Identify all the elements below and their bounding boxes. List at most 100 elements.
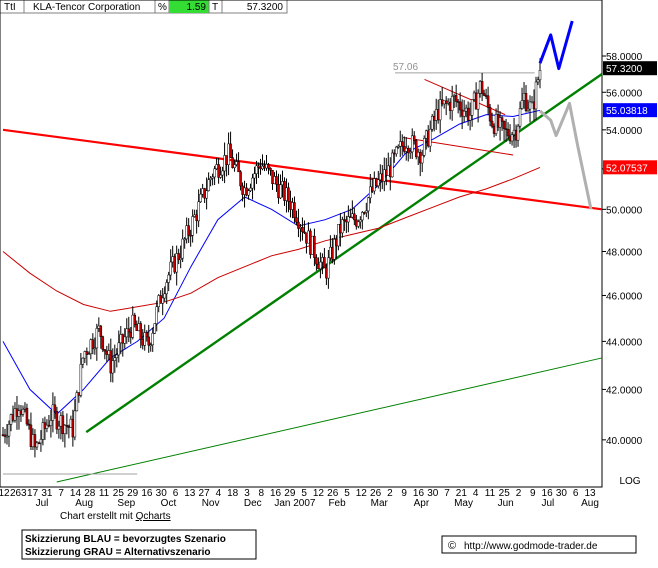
price-bar-body — [33, 434, 37, 448]
price-bar-body — [395, 146, 398, 155]
x-tick-label: 31 — [41, 488, 53, 499]
x-tick-label: 12 — [356, 488, 368, 499]
price-bar-body — [63, 424, 67, 435]
price-bar-body — [434, 109, 438, 121]
price-bar-body — [131, 314, 135, 338]
long-trend-line — [56, 357, 603, 483]
price-bar-body — [532, 101, 536, 110]
price-bar-body — [97, 325, 101, 329]
price-bar-body — [21, 409, 25, 415]
price-bar-body — [422, 138, 426, 156]
price-bar-body — [255, 165, 258, 175]
price-bar-body — [41, 422, 45, 440]
price-bar-body — [444, 100, 448, 104]
price-bar-body — [408, 151, 412, 154]
price-bar-body — [530, 101, 534, 104]
price-bar-body — [259, 166, 262, 170]
price-bar-body — [201, 188, 204, 195]
x-month-label: Dec — [244, 498, 262, 509]
x-month-label: Jun — [498, 498, 514, 509]
price-bar-body — [61, 415, 65, 435]
price-bar-body — [448, 101, 452, 111]
current-price-label: 57.3200 — [606, 64, 643, 75]
price-bar-body — [179, 257, 182, 260]
x-tick-label: 14 — [70, 488, 82, 499]
price-bar-body — [77, 392, 81, 396]
price-bar-body — [185, 225, 188, 240]
chart-credit: Chart erstellt mit Qcharts — [60, 511, 171, 522]
price-bar-body — [67, 426, 71, 428]
price-bar-body — [115, 354, 119, 359]
x-tick-label: 16 — [413, 488, 425, 499]
price-bar-body — [476, 93, 480, 110]
price-bar-body — [468, 115, 472, 121]
x-tick-label: 16 — [542, 488, 554, 499]
x-tick-label: 30 — [427, 488, 439, 499]
price-bar-body — [91, 339, 95, 349]
header-bar: TtI KLA-Tencor Corporation % 1.59 T 57.3… — [0, 0, 288, 14]
price-bar-body — [105, 350, 109, 355]
scenario-legend: Skizzierung BLAU = bevorzugtes Szenario … — [21, 529, 257, 560]
price-bar-body — [263, 165, 266, 169]
price-bar-body — [526, 108, 530, 111]
price-bar-body — [3, 434, 7, 437]
price-bar-body — [83, 351, 87, 359]
price-bar-body — [133, 314, 137, 326]
price-bar-body — [500, 117, 504, 122]
price-bar-body — [203, 188, 206, 199]
x-tick-label: 7 — [58, 488, 64, 499]
price-bar-body — [1, 434, 5, 436]
price-bar-body — [478, 81, 482, 94]
price-bar-body — [95, 328, 99, 349]
price-bar-body — [55, 410, 59, 430]
price-bar-body — [404, 147, 408, 152]
price-bar-body — [416, 152, 420, 158]
price-bar-body — [313, 235, 316, 258]
legend-box — [21, 529, 257, 560]
price-bar-body — [261, 165, 264, 170]
watermark-url[interactable]: http://www.godmode-trader.de — [464, 541, 598, 552]
x-tick-label: 16 — [141, 488, 153, 499]
price-bar-body — [175, 253, 178, 273]
current-price-label-bg — [603, 61, 657, 76]
price-bar-body — [458, 101, 462, 111]
price-bar-body — [464, 107, 468, 112]
x-month-label: Jul — [541, 498, 554, 509]
price-bar-body — [187, 225, 190, 236]
x-tick-label: 11 — [485, 488, 496, 499]
credit-tool[interactable]: Qcharts — [136, 511, 171, 522]
price-bar-body — [17, 410, 21, 417]
price-bar-body — [494, 114, 498, 134]
price-bar-body — [101, 336, 105, 350]
price-bar-body — [518, 108, 522, 127]
price-bar-body — [349, 216, 352, 218]
x-month-label: Mar — [371, 498, 389, 509]
price-bar-body — [371, 186, 374, 192]
price-bar-body — [293, 202, 296, 218]
y-tick-label: 54.0000 — [606, 126, 643, 137]
price-bar-body — [333, 239, 336, 260]
y-tick-label: 50.0000 — [606, 205, 643, 216]
price-bar-body — [109, 350, 113, 374]
price-bar-body — [341, 219, 344, 234]
price-bar-body — [470, 99, 474, 116]
price-bar-body — [31, 434, 35, 448]
price-bar-body — [51, 404, 55, 421]
price-bar-body — [436, 109, 440, 121]
price-bar-body — [472, 92, 476, 100]
price-bar-body — [399, 141, 402, 147]
price-bar-body — [534, 81, 538, 110]
price-bar-body — [337, 224, 340, 247]
x-month-label: Aug — [581, 498, 599, 509]
price-bar-body — [323, 257, 326, 269]
price-bar-body — [195, 214, 198, 222]
price-bar-body — [496, 114, 500, 128]
x-tick-label: 29 — [127, 488, 139, 499]
price-bar-body — [247, 190, 250, 196]
price-bar-body — [389, 165, 392, 178]
price-bar-body — [420, 155, 424, 164]
y-tick-label: 40.0000 — [606, 436, 643, 447]
price-bar-body — [29, 424, 33, 448]
price-bar-body — [456, 101, 460, 103]
